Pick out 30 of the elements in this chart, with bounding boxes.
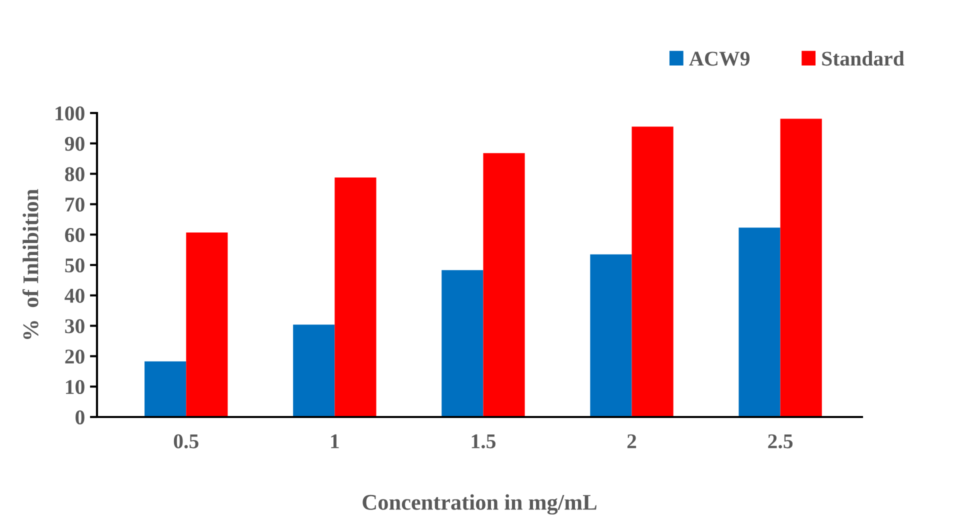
y-tick-label: 60	[65, 228, 84, 242]
x-tick-label: 2	[627, 434, 636, 448]
bar	[632, 126, 674, 417]
bar	[483, 153, 525, 417]
y-tick-label: 80	[65, 167, 84, 182]
y-tick-label: 50	[65, 258, 84, 272]
y-tick-label: 30	[65, 319, 84, 334]
legend-label: ACW9	[689, 52, 750, 66]
y-tick-label: 0	[76, 410, 84, 424]
x-tick-label: 2.5	[768, 434, 793, 448]
x-tick-label: 0.5	[174, 434, 198, 448]
bar	[293, 324, 335, 417]
y-tick-label: 10	[66, 380, 84, 394]
y-tick-label: 20	[65, 350, 84, 364]
x-axis-title: Concentration in mg/mL	[362, 494, 596, 515]
bar	[590, 254, 632, 417]
bar	[442, 270, 484, 417]
bar	[738, 228, 780, 417]
bar	[186, 232, 228, 417]
x-tick-label: 1.5	[472, 434, 496, 448]
bar	[780, 118, 822, 417]
y-tick-label: 70	[66, 198, 84, 212]
y-tick-label: 40	[64, 288, 84, 303]
bar	[334, 177, 376, 417]
y-axis-title: % of Inhibition	[22, 189, 38, 339]
y-tick-label: 90	[64, 136, 84, 151]
y-tick-label: 100	[56, 106, 84, 120]
legend-label: Standard	[822, 51, 904, 66]
bar	[144, 361, 186, 417]
x-tick-label: 1	[331, 434, 339, 448]
